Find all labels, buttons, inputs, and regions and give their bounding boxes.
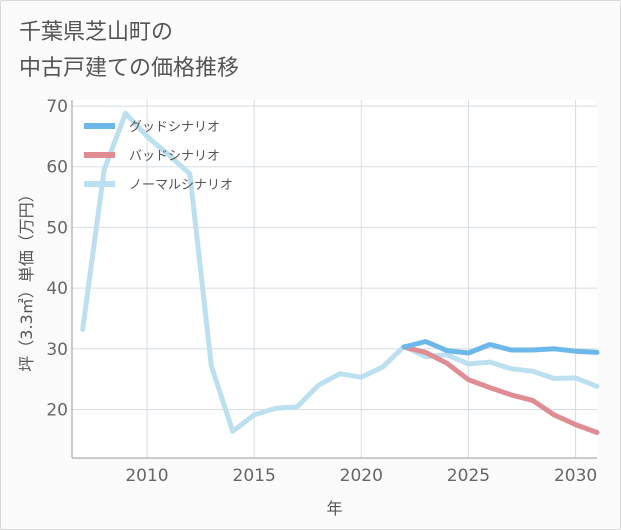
series-line-3 [80, 110, 600, 434]
grid [72, 100, 597, 458]
x-tick-label: 2010 [125, 466, 168, 486]
y-tick-label: 50 [46, 218, 68, 238]
y-tick-label: 30 [46, 340, 68, 360]
x-tick-label: 2020 [340, 466, 383, 486]
y-tick-label: 20 [46, 400, 68, 420]
chart-title-line-1: 千葉県芝山町の [19, 20, 174, 45]
series-lines [80, 110, 600, 435]
x-tick-label: 2015 [233, 466, 276, 486]
x-tick-label: 2030 [554, 466, 597, 486]
y-tick-label: 70 [46, 97, 68, 117]
y-axis-label: 坪（3.3㎡）単価（万円） [17, 186, 36, 371]
chart-title: 千葉県芝山町の 中古戸建ての価格推移 [19, 15, 239, 87]
legend-label: グッドシナリオ [129, 120, 220, 135]
series-line-1 [401, 339, 600, 356]
y-tick-label: 40 [46, 279, 68, 299]
y-tick-label: 60 [46, 158, 68, 178]
x-axis-label: 年 [326, 499, 342, 518]
plot-area [72, 100, 597, 458]
legend-label: ノーマルシナリオ [129, 178, 233, 193]
series-line-2 [401, 344, 600, 435]
legend-label: バッドシナリオ [129, 149, 220, 164]
chart-title-line-2: 中古戸建ての価格推移 [19, 56, 240, 81]
x-tick-label: 2025 [447, 466, 490, 486]
